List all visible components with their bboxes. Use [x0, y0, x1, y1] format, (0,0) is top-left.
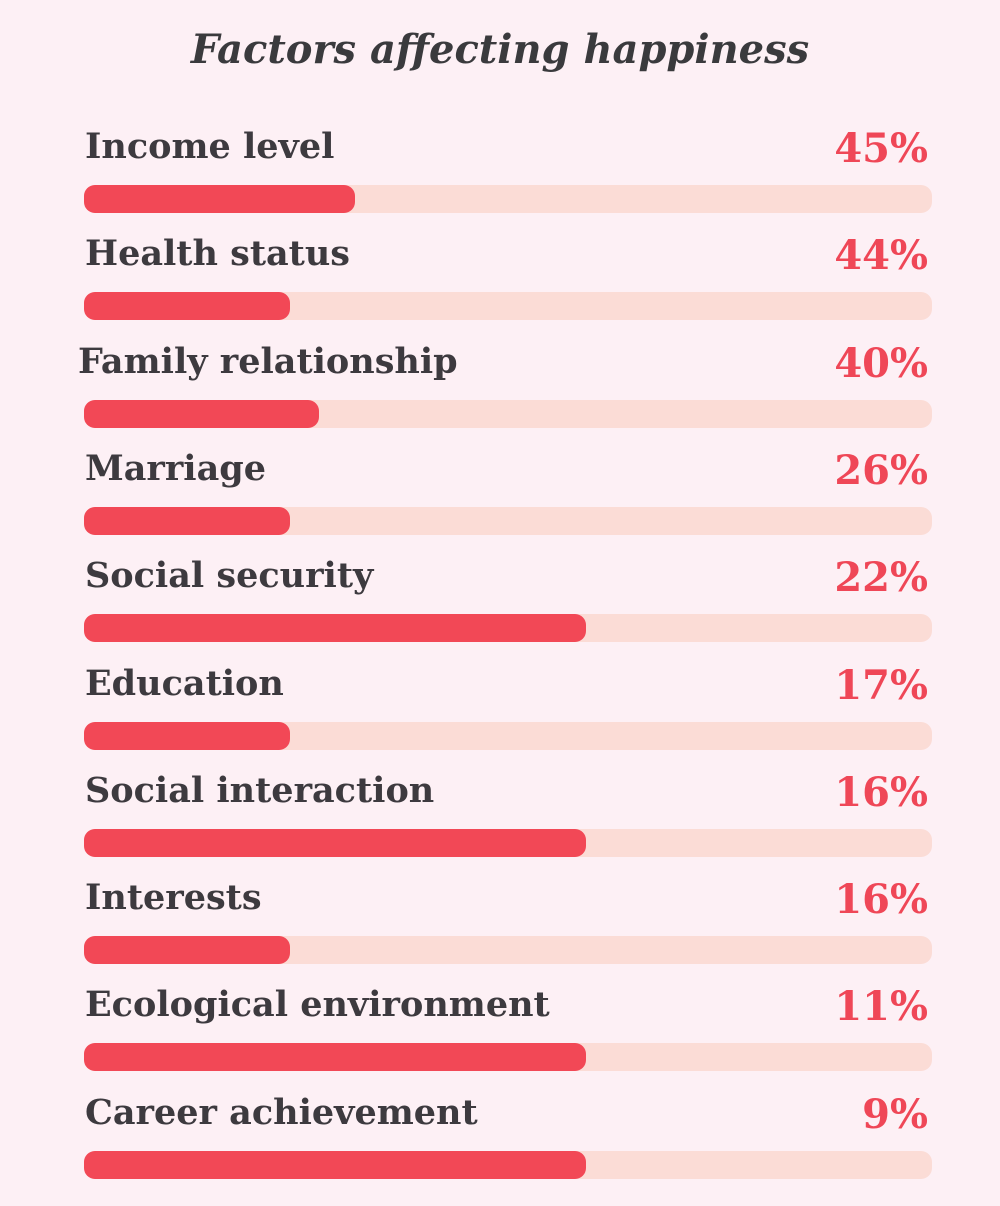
category-label: Health status: [85, 233, 350, 275]
category-label: Marriage: [85, 447, 267, 489]
bar-row: Interests 16%: [0, 875, 1000, 970]
bar-track: [84, 936, 932, 965]
category-label: Income level: [85, 126, 335, 167]
value-label: 16%: [834, 768, 928, 816]
category-label: Interests: [85, 877, 262, 919]
bar-track: [84, 614, 932, 643]
value-label: 26%: [834, 446, 928, 494]
bar-fill: [84, 721, 290, 750]
bar-row: Income level 45%: [0, 124, 1000, 219]
bar-row: Marriage 26%: [0, 446, 1000, 541]
bar-track: [84, 506, 932, 535]
bar-row: Health status 44%: [0, 231, 1000, 326]
value-label: 40%: [834, 339, 928, 387]
bar-fill: [84, 828, 586, 857]
value-label: 44%: [834, 232, 928, 280]
bar-row: Education 17%: [0, 661, 1000, 756]
bar-row: Social interaction 16%: [0, 768, 1000, 863]
bar-fill: [84, 614, 586, 643]
bar-track: [84, 1150, 932, 1179]
value-label: 9%: [862, 1090, 928, 1138]
bar-track: [84, 399, 932, 428]
value-label: 45%: [834, 125, 928, 172]
bar-row: Social security 22%: [0, 553, 1000, 648]
bar-track: [84, 1043, 932, 1072]
bar-track: [84, 721, 932, 750]
value-label: 16%: [834, 876, 928, 924]
category-label: Social interaction: [85, 769, 435, 811]
category-label: Education: [85, 662, 284, 704]
chart-title: Factors affecting happiness: [190, 26, 810, 73]
bar-track: [84, 185, 932, 213]
category-label: Career achievement: [85, 1091, 478, 1133]
bar-fill: [84, 185, 355, 213]
bar-track: [84, 292, 932, 321]
bar-fill: [84, 1150, 586, 1179]
bar-fill: [84, 936, 290, 965]
category-label: Family relationship: [78, 340, 458, 382]
bar-fill: [84, 292, 290, 321]
bar-fill: [84, 506, 290, 535]
category-label: Ecological environment: [85, 984, 550, 1026]
bar-row: Family relationship 40%: [0, 339, 1000, 434]
bar-row: Career achievement 9%: [0, 1090, 1000, 1185]
bar-fill: [84, 399, 319, 428]
value-label: 22%: [834, 554, 928, 602]
category-label: Social security: [85, 555, 374, 597]
bar-fill: [84, 1043, 586, 1072]
bar-track: [84, 828, 932, 857]
value-label: 11%: [834, 983, 928, 1031]
value-label: 17%: [834, 661, 928, 709]
bar-row: Ecological environment 11%: [0, 982, 1000, 1077]
